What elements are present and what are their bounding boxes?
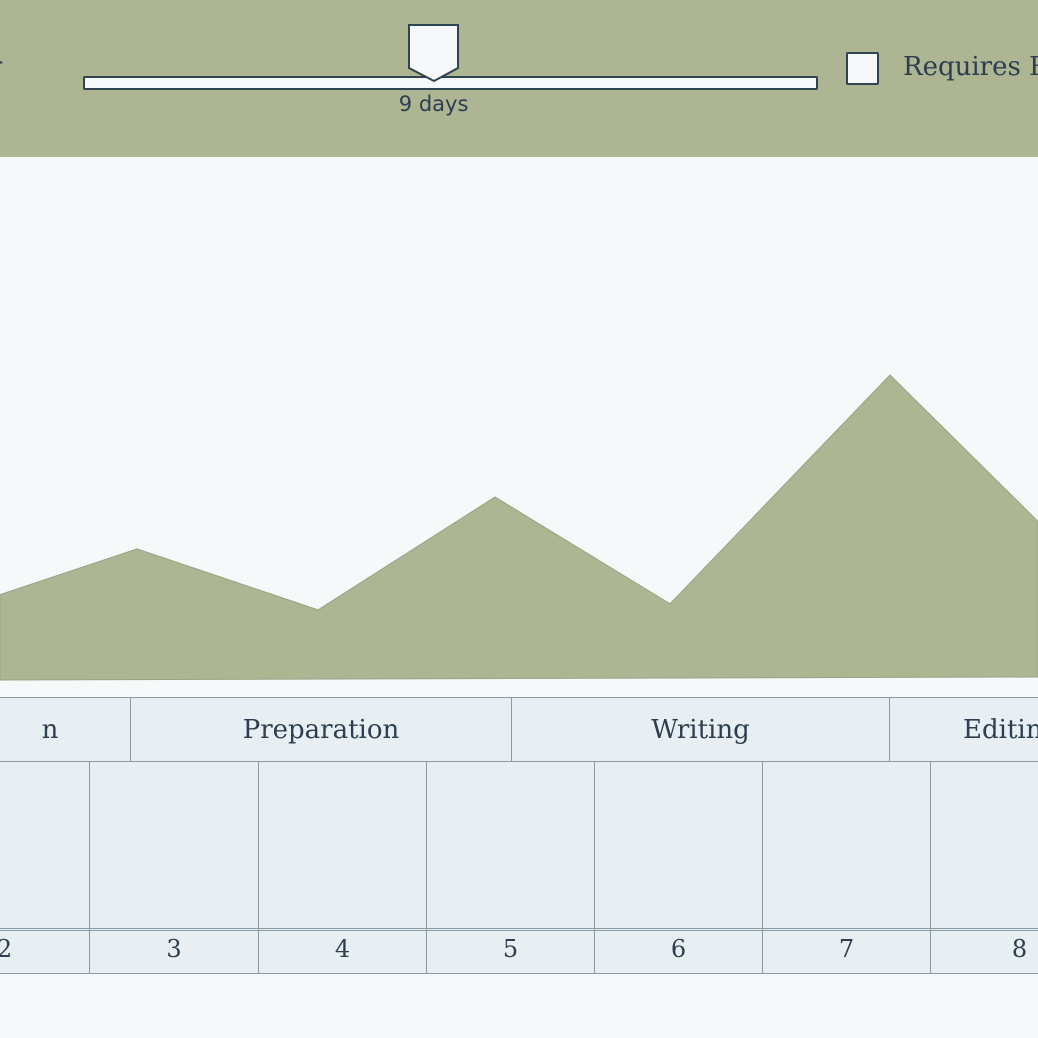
day-cell[interactable]: 8 xyxy=(930,762,1038,973)
duration-slider-value: 9 days xyxy=(398,92,469,116)
phase-label: Editin xyxy=(963,714,1038,745)
day-number: 5 xyxy=(502,935,519,963)
area-series xyxy=(0,374,1038,681)
phase-label: Preparation xyxy=(242,714,400,745)
day-number: 3 xyxy=(166,935,182,963)
duration-slider-track[interactable] xyxy=(83,76,818,90)
day-number: 8 xyxy=(1011,935,1028,963)
toolbar: - 9 days Requires R xyxy=(0,0,1038,157)
day-cell[interactable]: 2 xyxy=(0,762,89,973)
day-cell[interactable]: 7 xyxy=(762,762,930,973)
requires-checkbox-label: Requires R xyxy=(903,52,1038,82)
phase-label: Writing xyxy=(651,714,750,745)
phase-label: n xyxy=(41,714,59,745)
phase-preparation[interactable]: Preparation xyxy=(130,698,511,761)
phase-row: n Preparation Writing Editin xyxy=(0,697,1038,762)
duration-slider-thumb[interactable] xyxy=(407,23,461,85)
day-cell[interactable]: 3 xyxy=(89,762,258,973)
phase-editing[interactable]: Editin xyxy=(889,698,1038,761)
day-cell[interactable]: 6 xyxy=(594,762,762,973)
day-number: 2 xyxy=(0,935,13,963)
day-cell[interactable]: 4 xyxy=(258,762,426,973)
phase-research[interactable]: n xyxy=(0,698,130,761)
day-cell[interactable]: 5 xyxy=(426,762,594,973)
toolbar-edge-glyph: - xyxy=(0,44,3,77)
phase-writing[interactable]: Writing xyxy=(511,698,889,761)
day-number: 4 xyxy=(334,935,351,963)
day-number: 6 xyxy=(670,935,687,963)
day-number: 7 xyxy=(838,935,855,963)
duration-area-chart xyxy=(0,374,1038,681)
requires-checkbox[interactable] xyxy=(846,52,879,85)
day-grid: 2 3 4 5 6 7 8 xyxy=(0,762,1038,974)
